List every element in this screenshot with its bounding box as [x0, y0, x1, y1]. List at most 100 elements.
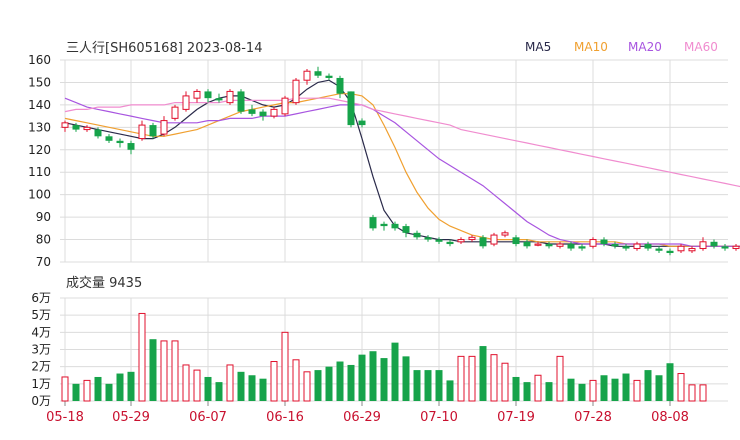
candle — [633, 241, 641, 251]
volume-bar-up — [589, 379, 597, 402]
candle — [589, 237, 597, 249]
volume-bar-down — [666, 363, 674, 401]
volume-bar-down — [424, 370, 432, 401]
candle-body-up — [270, 108, 278, 117]
candle-body-up — [677, 245, 685, 252]
volume-bar-up — [468, 355, 476, 402]
candle — [259, 109, 267, 121]
price-tick-label: 120 — [28, 143, 51, 157]
candle — [512, 235, 520, 247]
volume-bar-down — [347, 364, 355, 401]
candle-body-up — [193, 90, 201, 99]
volume-bar-up — [61, 376, 69, 402]
price-tick-label: 130 — [28, 120, 51, 134]
candle-body-down — [325, 75, 333, 78]
candle — [490, 232, 498, 247]
candle-body-down — [644, 244, 652, 249]
volume-title: 成交量 9435 — [66, 275, 142, 291]
price-tick-label: 140 — [28, 98, 51, 112]
candle-body-up — [501, 232, 509, 236]
candle-body-up — [490, 234, 498, 245]
candle — [677, 244, 685, 254]
volume-bar-down — [479, 346, 487, 401]
candle-body-down — [94, 129, 102, 137]
date-label: 06-07 — [189, 410, 227, 425]
candle — [655, 246, 663, 254]
candle-body-up — [556, 243, 564, 247]
candle — [556, 241, 564, 249]
candle-body-down — [237, 91, 245, 112]
candle — [611, 241, 619, 249]
candle-body-down — [358, 120, 366, 126]
line-ma10 — [64, 93, 740, 247]
candle — [292, 77, 300, 105]
volume-tick-label: 6万 — [31, 291, 51, 305]
volume-bar-down — [600, 375, 608, 401]
volume-bar-down — [336, 361, 344, 401]
candle — [160, 116, 168, 137]
volume-bar-down — [149, 339, 157, 401]
candle — [237, 89, 245, 114]
candle-body-down — [446, 241, 454, 245]
candle — [182, 91, 190, 112]
candle-body-up — [138, 124, 146, 140]
candle-body-down — [402, 226, 410, 233]
date-label: 06-16 — [266, 410, 304, 425]
volume-bar-up — [226, 364, 234, 402]
volume-bar-down — [325, 366, 333, 401]
candle — [61, 120, 69, 132]
candle — [578, 244, 586, 251]
volume-bar-down — [248, 375, 256, 401]
price-tick-label: 100 — [28, 188, 51, 202]
candle-body-down — [314, 71, 322, 76]
date-label: 07-10 — [420, 410, 458, 425]
volume-bar-up — [171, 340, 179, 402]
candle-body-up — [633, 243, 641, 250]
volume-bar-down — [644, 370, 652, 401]
volume-bar-up — [556, 355, 564, 402]
candle — [347, 91, 355, 128]
candle — [699, 237, 707, 251]
candle-body-down — [413, 232, 421, 238]
candle-body-up — [534, 243, 542, 246]
date-label: 07-28 — [574, 410, 612, 425]
date-label: 06-29 — [343, 410, 381, 425]
candle — [105, 134, 113, 144]
candle — [116, 138, 124, 148]
volume-bar-up — [677, 373, 685, 402]
candle-body-down — [600, 239, 608, 245]
volume-bar-down — [127, 371, 135, 401]
volume-bar-down — [446, 380, 454, 401]
volume-bar-down — [380, 358, 388, 401]
candle — [171, 104, 179, 121]
volume-bar-down — [358, 354, 366, 401]
volume-bar-down — [611, 378, 619, 401]
candle-body-down — [622, 246, 630, 249]
volume-tick-label: 4万 — [31, 325, 51, 339]
candle — [94, 127, 102, 139]
candle-body-up — [171, 106, 179, 119]
candle — [83, 125, 91, 132]
candle-body-down — [655, 248, 663, 251]
candle-body-down — [204, 91, 212, 99]
candle — [380, 221, 388, 231]
candle — [281, 95, 289, 117]
candle-body-down — [116, 140, 124, 144]
candle-body-down — [721, 246, 729, 249]
candle — [501, 230, 509, 238]
legend-ma60: MA60 — [684, 40, 718, 54]
volume-tick-label: 3万 — [31, 343, 51, 357]
volume-bar-up — [270, 361, 278, 402]
candle-body-up — [61, 122, 69, 128]
candle-body-down — [523, 241, 531, 247]
volume-bar-down — [259, 378, 267, 401]
candle-body-up — [589, 239, 597, 247]
candle-body-down — [127, 143, 135, 150]
line-ma60 — [64, 97, 740, 188]
candle — [391, 221, 399, 231]
candle-body-down — [567, 244, 575, 249]
candle — [666, 248, 674, 256]
volume-bar-down — [523, 382, 531, 401]
volume-bar-down — [369, 351, 377, 401]
